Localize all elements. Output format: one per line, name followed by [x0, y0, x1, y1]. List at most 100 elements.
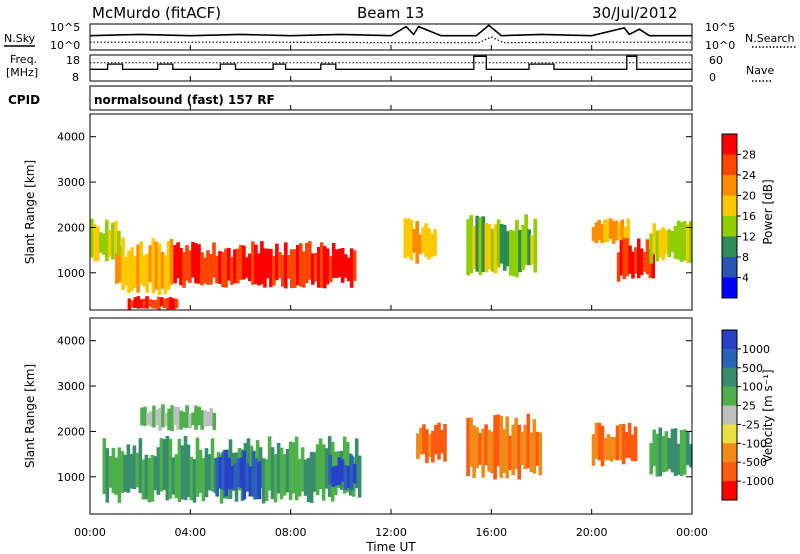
power-echoes-cell-0-38	[284, 242, 288, 289]
vel-echoes-cell-0-63	[291, 442, 296, 494]
power-echoes-cell-5-16	[515, 220, 519, 278]
power-echoes-cell-5-14	[509, 230, 513, 276]
vel-echoes-cell-0-12	[138, 438, 143, 494]
power-echoes-cell-4-6	[421, 227, 425, 254]
date-title: 30/Jul/2012	[592, 4, 677, 22]
power-echoes-cell-3-10	[157, 296, 161, 310]
power-echoes-cell-2-9	[117, 230, 121, 256]
vel-echoes-cell-0-28	[186, 444, 191, 498]
power-echoes-cell-0-15	[215, 255, 219, 284]
vel-echoes-cell-7-11	[682, 429, 687, 475]
vel-echoes-cell-0-34	[204, 448, 209, 497]
power-echoes-cell-5-6	[484, 223, 489, 273]
vel-echoes-cell-0-19	[159, 438, 164, 492]
vel-echoes-cell-0-3	[111, 447, 116, 494]
power-echoes-cell-5-8	[490, 228, 495, 272]
power-echoes-cell-1-10	[145, 253, 149, 293]
vel-echoes-cell-4-7	[437, 422, 441, 460]
velocity-range-label: Slant Range [km]	[23, 364, 37, 468]
vel-echoes-cell-7-4	[661, 435, 666, 473]
power-echoes-cell-0-46	[308, 241, 312, 280]
power-echoes-cell-0-13	[209, 253, 213, 285]
power-range-label: Slant Range [km]	[23, 160, 37, 264]
freq-series-0	[90, 55, 692, 70]
vel-echoes-cell-1-9	[242, 450, 247, 500]
vel-echoes-cell-1-3	[224, 449, 228, 497]
beam-title: Beam 13	[357, 4, 424, 22]
vel-echoes-cell-0-33	[201, 457, 206, 502]
power-echoes-cell-5-1	[469, 215, 473, 274]
vel-echoes-cell-5-16	[514, 417, 518, 470]
vel-echoes-cell-7-9	[676, 443, 681, 475]
vel-echoes-cell-0-58	[276, 442, 281, 494]
power-echoes-cell-0-19	[227, 247, 231, 281]
power-echoes-cell-0-47	[311, 253, 315, 285]
power-echoes-cell-0-52	[325, 248, 330, 285]
vel-echoes-cell-5-24	[538, 432, 543, 476]
power-echoes-cell-7-10	[645, 239, 650, 275]
power-echoes-cell-8-4	[661, 227, 666, 261]
nave-tick-top: 60	[709, 54, 723, 67]
vel-echoes-cell-7-1	[652, 429, 656, 466]
velocity-colorbar-title: Velocity [m s⁻¹]	[761, 369, 775, 462]
vel-echoes-cell-5-10	[496, 414, 500, 467]
noise-right-tick-top: 10^5	[705, 21, 735, 34]
power-echoes-cell-0-39	[287, 254, 291, 279]
power-echoes-cell-5-5	[481, 216, 486, 273]
power-echoes-cell-4-3	[412, 229, 416, 253]
vel-cbar-swatch-5	[722, 424, 737, 444]
vel-echoes-cell-4-6	[434, 424, 438, 455]
vel-echoes-cell-0-16	[150, 455, 155, 502]
power-echoes-cell-4-5	[418, 234, 422, 255]
vel-echoes-cell-6-1	[594, 422, 599, 459]
vel-echoes-cell-2-2	[334, 465, 339, 486]
power-echoes-cell-8-11	[682, 221, 687, 261]
power-echoes-cell-3-13	[166, 297, 170, 310]
vel-echoes-cell-4-4	[428, 434, 432, 458]
vel-cbar-swatch-8	[722, 481, 737, 501]
vel-echoes-cell-0-68	[306, 457, 311, 502]
power-echoes-cell-1-18	[169, 239, 174, 285]
power-echoes-cell-3-4	[139, 299, 143, 309]
power-echoes-cell-0-16	[218, 251, 222, 284]
vel-cbar-swatch-0	[722, 330, 737, 350]
power-echoes-cell-0-17	[221, 251, 225, 287]
freq-unit: [MHz]	[6, 66, 38, 79]
vel-echoes-cell-0-67	[303, 459, 308, 496]
vel-echoes-cell-0-71	[315, 444, 320, 496]
freq-tick-top: 18	[66, 54, 80, 67]
power-echoes-cell-5-22	[533, 218, 538, 273]
power-echoes-cell-1-5	[130, 247, 134, 291]
vel-echoes-cell-0-74	[324, 448, 329, 489]
vel-echoes-cell-5-9	[493, 415, 497, 480]
vel-echoes-cell-3-19	[197, 406, 201, 426]
vel-echoes-cell-0-14	[144, 454, 149, 500]
power-echoes-cell-8-9	[676, 220, 681, 260]
power-yticks-label-2: 3000	[57, 176, 85, 189]
time-axis-ticks: 00:00 04:00 08:00 12:00 16:00 20:00 00:00	[74, 45, 708, 539]
vel-echoes-cell-1-14	[257, 461, 262, 500]
power-echoes-cell-0-29	[257, 253, 261, 286]
vel-echoes-cell-5-2	[472, 425, 476, 478]
vel-echoes-cell-3-4	[152, 405, 156, 428]
vel-echoes-cell-5-23	[535, 431, 540, 466]
noise-left-tick-bottom: 10^0	[50, 39, 80, 52]
power-echoes-cell-8-6	[667, 229, 672, 257]
vel-echoes-cell-2-4	[340, 459, 345, 482]
power-echoes-cell-0-58	[343, 254, 348, 278]
vel-echoes-cell-0-73	[321, 444, 326, 501]
vel-echoes-cell-3-17	[191, 412, 195, 426]
power-echoes-cell-0-43	[299, 243, 303, 287]
vel-echoes-cell-0-11	[135, 452, 140, 488]
power-echoes-cell-0-53	[328, 256, 333, 283]
power-echoes-cell-7-3	[625, 238, 629, 277]
vel-echoes-cell-0-4	[114, 457, 119, 495]
power-echoes-cell-4-0	[403, 218, 408, 259]
vel-echoes-cell-2-3	[337, 457, 342, 485]
power-echoes-cell-1-3	[124, 256, 128, 286]
noise-right-tick-bottom: 10^0	[705, 39, 735, 52]
power-echoes-cell-4-4	[415, 221, 419, 264]
vel-echoes-cell-0-22	[168, 438, 173, 499]
vel-echoes-cell-7-12	[685, 431, 690, 466]
power-echoes-cell-4-7	[424, 223, 428, 257]
